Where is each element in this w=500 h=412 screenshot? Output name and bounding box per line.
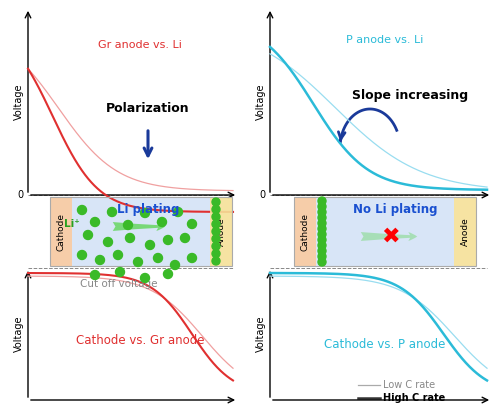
Circle shape bbox=[164, 236, 172, 244]
Circle shape bbox=[108, 208, 116, 216]
Circle shape bbox=[90, 218, 100, 227]
Bar bbox=[50, 197, 72, 266]
Circle shape bbox=[180, 234, 190, 243]
Circle shape bbox=[318, 208, 326, 216]
Text: Cathode vs. Gr anode: Cathode vs. Gr anode bbox=[76, 333, 204, 346]
Text: Anode: Anode bbox=[460, 217, 469, 246]
Circle shape bbox=[140, 274, 149, 283]
Text: ✖: ✖ bbox=[380, 227, 400, 246]
Bar bbox=[210, 197, 232, 266]
Circle shape bbox=[104, 237, 112, 246]
Circle shape bbox=[78, 206, 86, 215]
Text: 0: 0 bbox=[17, 190, 23, 200]
Text: Cathode vs. P anode: Cathode vs. P anode bbox=[324, 339, 446, 351]
Circle shape bbox=[188, 220, 196, 229]
Text: Polarization: Polarization bbox=[106, 101, 190, 115]
Text: 0: 0 bbox=[259, 190, 265, 200]
Circle shape bbox=[84, 230, 92, 239]
Circle shape bbox=[134, 258, 142, 267]
Text: Li plating: Li plating bbox=[117, 203, 179, 215]
Circle shape bbox=[318, 214, 326, 222]
Circle shape bbox=[318, 203, 326, 211]
Text: Voltage: Voltage bbox=[256, 316, 266, 352]
Circle shape bbox=[116, 267, 124, 276]
Circle shape bbox=[318, 230, 326, 238]
Text: Voltage: Voltage bbox=[14, 316, 24, 352]
Circle shape bbox=[170, 260, 179, 269]
Circle shape bbox=[212, 235, 220, 243]
Text: Voltage: Voltage bbox=[14, 83, 24, 120]
Circle shape bbox=[212, 198, 220, 206]
Circle shape bbox=[212, 205, 220, 213]
Circle shape bbox=[188, 253, 196, 262]
Circle shape bbox=[212, 213, 220, 221]
Circle shape bbox=[174, 208, 182, 216]
Circle shape bbox=[146, 241, 154, 250]
Circle shape bbox=[124, 220, 132, 229]
Circle shape bbox=[212, 220, 220, 228]
Circle shape bbox=[78, 250, 86, 260]
Text: Li⁺: Li⁺ bbox=[64, 218, 80, 229]
Circle shape bbox=[212, 250, 220, 258]
Circle shape bbox=[318, 225, 326, 233]
Text: Gr anode vs. Li: Gr anode vs. Li bbox=[98, 40, 182, 50]
Text: Cathode: Cathode bbox=[56, 213, 66, 250]
Bar bbox=[294, 197, 316, 266]
Circle shape bbox=[212, 242, 220, 250]
Text: Cathode: Cathode bbox=[300, 213, 310, 250]
Circle shape bbox=[90, 271, 100, 279]
Circle shape bbox=[114, 250, 122, 260]
Text: High C rate: High C rate bbox=[383, 393, 446, 403]
Circle shape bbox=[140, 208, 149, 218]
Circle shape bbox=[318, 247, 326, 255]
Bar bbox=[50, 197, 232, 266]
Circle shape bbox=[158, 218, 166, 227]
Bar bbox=[316, 197, 454, 266]
Text: Low C rate: Low C rate bbox=[383, 380, 435, 390]
Circle shape bbox=[318, 197, 326, 205]
Circle shape bbox=[318, 253, 326, 260]
Text: P anode vs. Li: P anode vs. Li bbox=[346, 35, 424, 45]
Circle shape bbox=[164, 269, 172, 279]
Text: Slope increasing: Slope increasing bbox=[352, 89, 468, 101]
Circle shape bbox=[154, 253, 162, 262]
Bar bbox=[454, 197, 476, 266]
Text: Voltage: Voltage bbox=[256, 83, 266, 120]
Text: Anode: Anode bbox=[216, 217, 226, 246]
Text: No Li plating: No Li plating bbox=[353, 203, 437, 215]
Circle shape bbox=[126, 234, 134, 243]
Circle shape bbox=[318, 236, 326, 244]
Circle shape bbox=[212, 257, 220, 265]
Circle shape bbox=[318, 241, 326, 249]
Bar bbox=[294, 197, 476, 266]
Circle shape bbox=[318, 258, 326, 266]
Text: Cut off voltage: Cut off voltage bbox=[80, 279, 158, 289]
Circle shape bbox=[96, 255, 104, 265]
Circle shape bbox=[212, 227, 220, 236]
Bar bbox=[72, 197, 210, 266]
Circle shape bbox=[318, 219, 326, 227]
